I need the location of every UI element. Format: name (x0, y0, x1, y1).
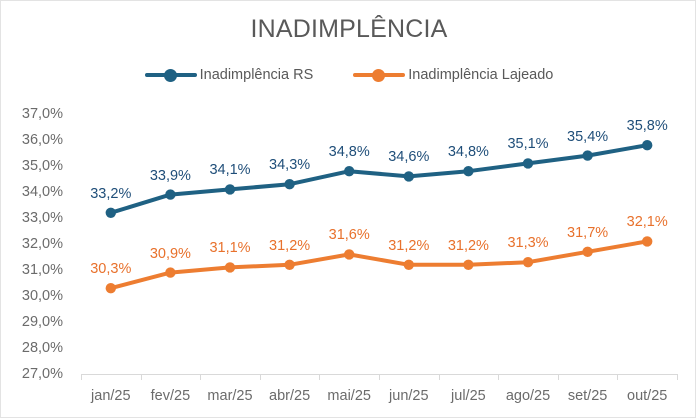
data-label: 31,1% (209, 240, 251, 257)
data-label: 31,3% (507, 235, 549, 252)
data-point-marker (522, 158, 534, 169)
data-point-marker (403, 171, 414, 182)
data-point-marker (582, 246, 593, 257)
data-label: 34,8% (328, 144, 370, 161)
y-axis-tick: 34,0% (21, 184, 63, 200)
y-axis-tick: 32,0% (21, 236, 63, 252)
x-axis-tick-mark (140, 374, 142, 380)
data-point-marker (165, 267, 176, 278)
legend-marker-lajeado-icon (353, 68, 406, 82)
x-axis-tick-mark (557, 374, 559, 380)
data-point-marker (224, 184, 236, 195)
chart-title: INADIMPLÊNCIA (250, 15, 448, 43)
data-label: 34,3% (269, 157, 311, 174)
x-axis-tick-mark (617, 374, 619, 380)
x-axis-label: mar/25 (207, 388, 253, 404)
data-point-marker (463, 166, 474, 177)
legend-label-rs: Inadimplência RS (199, 67, 314, 83)
x-axis-tick-mark (200, 374, 202, 380)
series-line-lajeado (108, 239, 650, 291)
x-axis-tick-mark (81, 374, 82, 380)
x-axis-tick-mark (259, 374, 261, 380)
data-point-marker (642, 236, 653, 247)
x-axis-label: jun/25 (389, 388, 429, 404)
x-axis-tick-mark (677, 374, 678, 380)
data-label: 31,2% (447, 237, 489, 254)
data-label: 31,2% (388, 237, 430, 254)
y-axis-tick: 35,0% (21, 158, 63, 174)
y-axis-tick: 28,0% (21, 340, 63, 356)
legend-item-lajeado[interactable]: Inadimplência Lajeado (353, 67, 553, 83)
data-label: 34,6% (388, 149, 430, 166)
data-point-marker (522, 257, 534, 268)
data-label: 34,1% (209, 162, 251, 179)
data-label: 31,7% (567, 224, 609, 241)
x-axis-tick-mark (498, 374, 500, 380)
data-point-marker (403, 259, 414, 270)
x-axis-label: out/25 (627, 388, 668, 404)
data-label: 30,9% (149, 245, 191, 262)
y-axis: 37,0% 36,0% 35,0% 34,0% 33,0% 32,0% 31,0% 30,0%… (1, 1, 73, 417)
data-point-marker (582, 150, 593, 161)
data-label: 35,4% (567, 128, 609, 145)
data-label: 31,2% (269, 237, 311, 254)
data-label: 31,6% (328, 227, 370, 244)
y-axis-tick: 27,0% (21, 366, 63, 382)
y-axis-tick: 29,0% (21, 314, 63, 330)
x-axis-label: ago/25 (505, 388, 551, 404)
data-label: 35,1% (507, 136, 549, 153)
x-axis-label: abr/25 (269, 388, 311, 404)
y-axis-tick: 33,0% (21, 210, 63, 226)
data-label: 35,8% (626, 118, 668, 135)
data-point-marker (165, 189, 176, 200)
data-point-marker (284, 259, 295, 270)
y-axis-tick: 30,0% (21, 288, 63, 304)
legend-marker-rs-icon (144, 68, 197, 82)
data-point-marker (105, 207, 117, 218)
x-axis-label: jul/25 (451, 388, 486, 404)
x-axis-label: fev/25 (150, 388, 191, 404)
y-axis-tick: 37,0% (21, 106, 63, 122)
x-axis-tick-mark (319, 374, 321, 380)
series-line-rs (108, 143, 650, 215)
data-point-marker (463, 259, 474, 270)
data-point-marker (344, 166, 355, 177)
data-label: 33,2% (90, 185, 132, 202)
data-point-marker (344, 249, 355, 260)
data-label: 33,9% (149, 167, 191, 184)
data-label: 32,1% (626, 214, 668, 231)
data-label: 34,8% (447, 144, 489, 161)
data-point-marker (284, 179, 295, 190)
x-axis-label: mai/25 (327, 388, 371, 404)
x-axis-label: set/25 (567, 388, 608, 404)
y-axis-tick: 31,0% (21, 262, 63, 278)
legend-label-lajeado: Inadimplência Lajeado (408, 67, 554, 83)
x-axis-tick-mark (379, 374, 380, 380)
chart-legend: Inadimplência RS Inadimplência Lajeado (1, 67, 695, 83)
data-label: 30,3% (90, 261, 132, 278)
legend-item-rs[interactable]: Inadimplência RS (144, 67, 314, 83)
y-axis-tick: 36,0% (21, 132, 63, 148)
data-point-marker (642, 140, 653, 151)
data-point-marker (224, 262, 236, 273)
x-axis-label: jan/25 (91, 388, 131, 404)
data-point-marker (105, 283, 117, 294)
x-axis-tick-mark (438, 374, 440, 380)
